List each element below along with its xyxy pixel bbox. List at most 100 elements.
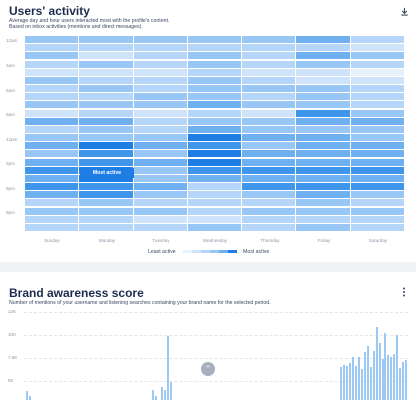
heatmap-cell[interactable]	[187, 134, 242, 142]
heatmap-cell[interactable]	[79, 93, 133, 101]
heatmap-cell[interactable]	[187, 85, 242, 93]
heatmap-cell[interactable]	[350, 166, 404, 174]
brand-bar[interactable]	[390, 357, 393, 400]
heatmap-cell[interactable]	[242, 183, 296, 191]
heatmap-cell[interactable]	[242, 150, 296, 158]
heatmap-cell[interactable]	[350, 215, 404, 223]
heatmap-cell[interactable]	[79, 44, 133, 52]
brand-bar[interactable]	[387, 354, 390, 400]
heatmap-cell[interactable]	[242, 52, 296, 60]
heatmap-cell[interactable]	[133, 191, 187, 199]
heatmap-cell[interactable]	[296, 109, 350, 117]
heatmap-cell[interactable]	[187, 207, 242, 215]
heatmap-cell[interactable]	[187, 158, 242, 166]
heatmap-cell[interactable]	[79, 215, 133, 223]
heatmap-cell[interactable]	[242, 158, 296, 166]
heatmap-cell[interactable]	[187, 166, 242, 174]
heatmap-cell[interactable]	[25, 215, 79, 223]
heatmap-cell[interactable]	[133, 117, 187, 125]
heatmap-cell[interactable]	[350, 85, 404, 93]
brand-bar[interactable]	[169, 381, 172, 400]
heatmap-cell[interactable]	[242, 117, 296, 125]
heatmap-cell[interactable]	[133, 125, 187, 133]
heatmap-cell[interactable]	[187, 36, 242, 44]
heatmap-cell[interactable]	[350, 101, 404, 109]
heatmap-cell[interactable]	[242, 199, 296, 207]
heatmap-cell[interactable]	[242, 134, 296, 142]
heatmap-cell[interactable]	[296, 93, 350, 101]
heatmap-cell[interactable]	[133, 60, 187, 68]
heatmap-cell[interactable]	[187, 93, 242, 101]
heatmap-cell[interactable]	[350, 174, 404, 182]
heatmap-cell[interactable]	[350, 44, 404, 52]
heatmap-cell[interactable]	[25, 68, 79, 76]
heatmap-cell[interactable]	[79, 191, 133, 199]
heatmap-cell[interactable]	[25, 207, 79, 215]
heatmap-cell[interactable]	[187, 60, 242, 68]
heatmap-cell[interactable]	[79, 207, 133, 215]
heatmap-cell[interactable]	[296, 166, 350, 174]
heatmap-cell[interactable]	[242, 166, 296, 174]
heatmap-cell[interactable]	[133, 44, 187, 52]
heatmap-cell[interactable]	[350, 68, 404, 76]
heatmap-cell[interactable]	[133, 76, 187, 84]
heatmap-cell[interactable]	[242, 223, 296, 231]
heatmap-cell[interactable]	[296, 158, 350, 166]
heatmap-cell[interactable]	[187, 44, 242, 52]
heatmap-cell[interactable]	[25, 85, 79, 93]
heatmap-cell[interactable]	[187, 150, 242, 158]
heatmap-cell[interactable]	[133, 207, 187, 215]
heatmap-cell[interactable]	[79, 158, 133, 166]
heatmap-cell[interactable]	[296, 199, 350, 207]
heatmap-cell[interactable]	[242, 76, 296, 84]
heatmap-cell[interactable]	[350, 76, 404, 84]
brand-bar[interactable]	[355, 365, 358, 400]
heatmap-cell[interactable]	[133, 142, 187, 150]
heatmap-cell[interactable]	[350, 109, 404, 117]
brand-bar[interactable]	[381, 358, 384, 400]
heatmap-cell[interactable]	[187, 174, 242, 182]
heatmap-cell[interactable]	[296, 68, 350, 76]
heatmap-cell[interactable]	[79, 183, 133, 191]
heatmap-cell[interactable]	[187, 109, 242, 117]
brand-bar[interactable]	[375, 326, 378, 400]
heatmap-cell[interactable]	[296, 44, 350, 52]
heatmap-cell[interactable]	[133, 174, 187, 182]
heatmap-cell[interactable]	[242, 207, 296, 215]
heatmap-cell[interactable]	[296, 36, 350, 44]
brand-bar[interactable]	[363, 352, 366, 400]
heatmap-cell[interactable]	[79, 85, 133, 93]
heatmap-cell[interactable]	[133, 183, 187, 191]
heatmap-cell[interactable]	[296, 223, 350, 231]
heatmap-cell[interactable]	[187, 68, 242, 76]
heatmap-cell[interactable]	[242, 93, 296, 101]
brand-bar[interactable]	[369, 367, 372, 400]
heatmap-cell[interactable]	[79, 36, 133, 44]
heatmap-cell[interactable]	[79, 52, 133, 60]
heatmap-cell[interactable]	[242, 174, 296, 182]
heatmap-cell[interactable]	[242, 60, 296, 68]
heatmap-cell[interactable]	[187, 215, 242, 223]
heatmap-cell[interactable]	[133, 36, 187, 44]
heatmap-cell[interactable]	[350, 191, 404, 199]
heatmap-cell[interactable]	[242, 101, 296, 109]
heatmap-cell[interactable]	[25, 191, 79, 199]
heatmap-cell[interactable]	[296, 191, 350, 199]
heatmap-cell[interactable]	[187, 52, 242, 60]
heatmap-cell[interactable]	[350, 158, 404, 166]
heatmap-cell[interactable]	[187, 183, 242, 191]
heatmap-cell[interactable]	[296, 150, 350, 158]
heatmap-cell[interactable]	[79, 150, 133, 158]
heatmap-cell[interactable]	[296, 125, 350, 133]
download-icon[interactable]	[398, 5, 410, 17]
brand-bar[interactable]	[28, 395, 31, 400]
heatmap-cell[interactable]	[25, 150, 79, 158]
heatmap-cell[interactable]	[25, 52, 79, 60]
heatmap-cell[interactable]	[187, 223, 242, 231]
heatmap-cell[interactable]	[296, 117, 350, 125]
heatmap-cell[interactable]	[350, 150, 404, 158]
heatmap-cell[interactable]	[79, 117, 133, 125]
heatmap-cell[interactable]	[187, 117, 242, 125]
heatmap-cell[interactable]	[133, 109, 187, 117]
brand-bar[interactable]	[155, 395, 158, 400]
